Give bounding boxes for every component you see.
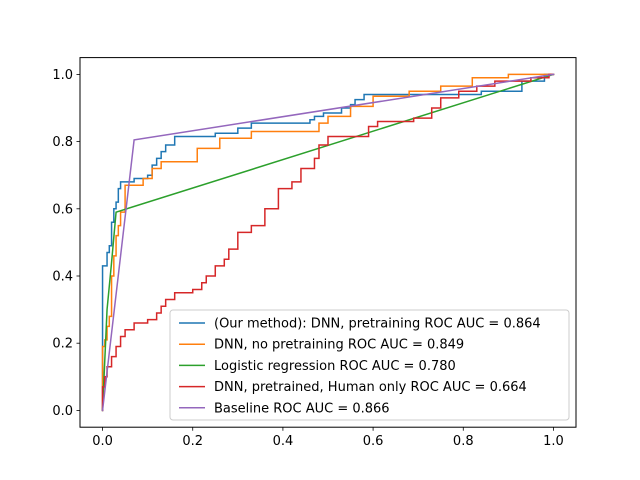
x-tick-label: 0.4 bbox=[273, 434, 294, 449]
legend: (Our method): DNN, pretraining ROC AUC =… bbox=[169, 309, 570, 421]
x-tick-label: 1.0 bbox=[543, 434, 564, 449]
series-line-4 bbox=[101, 73, 555, 412]
x-tick-label: 0.6 bbox=[363, 434, 384, 449]
series-line-5 bbox=[101, 73, 555, 412]
y-tick-label: 1.0 bbox=[52, 68, 73, 83]
x-tick-label: 0.2 bbox=[182, 434, 203, 449]
legend-label-2: DNN, no pretraining ROC AUC = 0.849 bbox=[214, 338, 464, 353]
legend-label-1: (Our method): DNN, pretraining ROC AUC =… bbox=[214, 317, 541, 332]
y-tick-label: 0.0 bbox=[52, 404, 73, 419]
legend-label-3: Logistic regression ROC AUC = 0.780 bbox=[214, 359, 456, 374]
y-tick-label: 0.2 bbox=[52, 337, 73, 352]
y-tick-label: 0.4 bbox=[52, 270, 73, 285]
tick-layer: 0.0 0.2 0.4 0.6 0.8 1.0 0.0 0.2 0.4 0.6 0.8 1.0 bbox=[52, 68, 563, 449]
legend-label-5: Baseline ROC AUC = 0.866 bbox=[214, 401, 390, 416]
series-line-3 bbox=[101, 73, 555, 412]
y-tick-label: 0.8 bbox=[52, 135, 73, 150]
legend-frame bbox=[169, 309, 570, 421]
series-line-1 bbox=[101, 73, 555, 412]
y-tick-label: 0.6 bbox=[52, 202, 73, 217]
x-tick-label: 0.8 bbox=[453, 434, 474, 449]
legend-label-4: DNN, pretrained, Human only ROC AUC = 0.… bbox=[214, 380, 527, 395]
x-tick-label: 0.0 bbox=[92, 434, 113, 449]
plot-frame bbox=[79, 57, 577, 428]
series-layer bbox=[101, 73, 555, 412]
